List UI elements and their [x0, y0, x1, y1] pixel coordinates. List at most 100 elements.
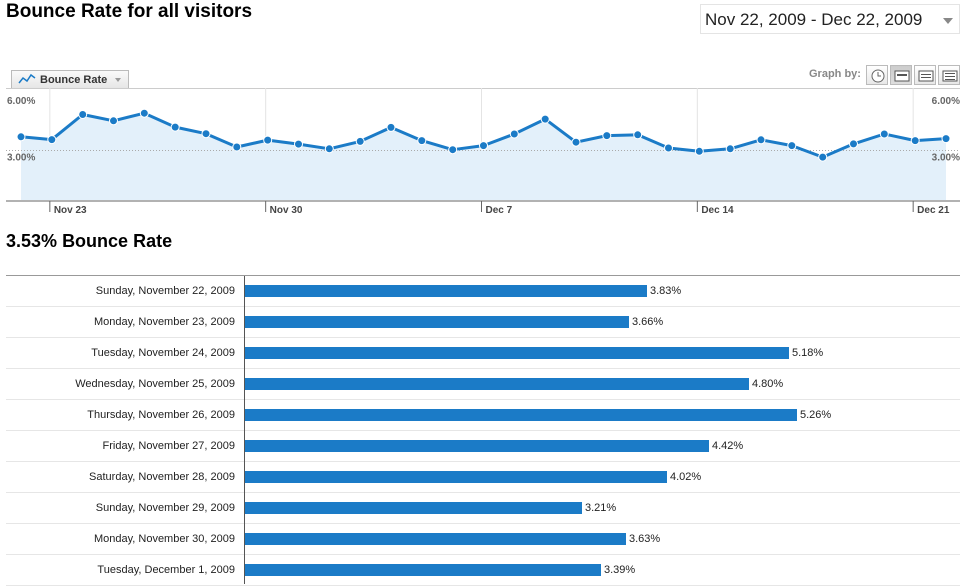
- data-point: [294, 139, 303, 149]
- bar-axis-line: [244, 276, 245, 584]
- data-point: [386, 122, 396, 132]
- table-row: Monday, November 23, 2009 3.66%: [6, 307, 960, 338]
- table-row: Monday, November 30, 2009 3.63%: [6, 524, 960, 555]
- row-date-label: Tuesday, December 1, 2009: [97, 564, 235, 576]
- date-range-text: Nov 22, 2009 - Dec 22, 2009: [705, 10, 923, 29]
- x-tick-label: Dec 7: [486, 205, 513, 216]
- data-point: [201, 129, 211, 139]
- data-point: [324, 144, 334, 154]
- data-point: [448, 145, 458, 155]
- bar-value-label: 3.66%: [632, 316, 664, 328]
- table-row: Tuesday, November 24, 2009 5.18%: [6, 338, 960, 369]
- graph-by-label: Graph by:: [809, 68, 861, 80]
- x-tick-label: Nov 23: [54, 205, 87, 216]
- bounce-rate-bar: [245, 347, 789, 359]
- row-date-label: Sunday, November 22, 2009: [95, 285, 235, 297]
- data-point: [47, 135, 57, 145]
- table-row: Wednesday, November 25, 2009 4.80%: [6, 369, 960, 400]
- line-chart-icon: [18, 73, 36, 84]
- row-date-label: Saturday, November 28, 2009: [89, 471, 235, 483]
- data-point: [910, 136, 920, 146]
- data-point: [941, 134, 951, 144]
- graph-by-hour-button[interactable]: [866, 65, 888, 85]
- data-point: [694, 146, 704, 156]
- bar-value-label: 3.39%: [604, 564, 636, 576]
- y-tick-label-left: 6.00%: [7, 96, 35, 107]
- row-date-label: Thursday, November 26, 2009: [87, 409, 235, 421]
- data-point: [109, 116, 118, 126]
- data-point: [540, 114, 550, 124]
- bounce-rate-bar: [245, 285, 647, 297]
- y-tick-label-left: 3.00%: [7, 153, 35, 164]
- bounce-rate-bar: [245, 409, 797, 421]
- data-point: [787, 141, 797, 151]
- bar-value-label: 5.26%: [800, 409, 832, 421]
- day-view-icon: [894, 70, 910, 82]
- week-view-icon: [918, 70, 934, 82]
- data-point: [170, 122, 180, 132]
- bounce-rate-chart: 6.00% 6.00% 3.00% 3.00% Nov 23 Nov 30 Dec 7 Dec…: [6, 88, 960, 216]
- bar-value-label: 3.21%: [585, 502, 617, 514]
- month-view-icon: [942, 70, 958, 82]
- date-range-selector[interactable]: Nov 22, 2009 - Dec 22, 2009: [700, 4, 960, 34]
- x-tick-label: Nov 30: [270, 205, 303, 216]
- chevron-down-icon[interactable]: [943, 18, 953, 24]
- data-point: [849, 139, 858, 149]
- graph-by-day-button[interactable]: [890, 65, 912, 85]
- table-row: Sunday, November 29, 2009 3.21%: [6, 493, 960, 524]
- data-point: [263, 135, 273, 145]
- data-point: [417, 136, 427, 146]
- y-tick-label-right: 3.00%: [932, 153, 960, 164]
- series-area: [21, 113, 946, 200]
- bar-value-label: 3.83%: [650, 285, 682, 297]
- table-row: Tuesday, December 1, 2009 3.39%: [6, 555, 960, 586]
- data-point: [756, 135, 766, 145]
- data-point: [139, 108, 149, 118]
- bar-value-label: 4.80%: [752, 378, 784, 390]
- graph-by-month-button[interactable]: [938, 65, 960, 85]
- row-date-label: Friday, November 27, 2009: [102, 440, 235, 452]
- metric-selector-tab[interactable]: Bounce Rate: [11, 70, 129, 88]
- data-point: [509, 129, 519, 139]
- bounce-rate-bar: [245, 502, 582, 514]
- dropdown-arrow-icon[interactable]: [115, 78, 121, 82]
- bar-value-label: 3.63%: [629, 533, 661, 545]
- data-point: [78, 110, 88, 119]
- row-date-label: Tuesday, November 24, 2009: [91, 347, 235, 359]
- daily-bounce-table: Sunday, November 22, 2009 3.83% Monday, No…: [6, 275, 960, 586]
- y-tick-label-right: 6.00%: [932, 96, 960, 107]
- data-point: [479, 141, 488, 151]
- table-row: Thursday, November 26, 2009 5.26%: [6, 400, 960, 431]
- row-date-label: Sunday, November 29, 2009: [95, 502, 235, 514]
- bounce-rate-bar: [245, 533, 626, 545]
- data-point: [879, 129, 889, 139]
- bounce-rate-bar: [245, 440, 709, 452]
- data-point: [725, 144, 735, 154]
- bounce-rate-bar: [245, 316, 629, 328]
- summary-heading: 3.53% Bounce Rate: [6, 231, 172, 252]
- data-point: [664, 143, 673, 153]
- data-point: [232, 142, 242, 152]
- bar-value-label: 4.02%: [670, 471, 702, 483]
- data-point: [355, 136, 365, 146]
- table-row: Friday, November 27, 2009 4.42%: [6, 431, 960, 462]
- bounce-rate-bar: [245, 378, 749, 390]
- bar-value-label: 5.18%: [792, 347, 824, 359]
- summary-value: 3.53%: [6, 231, 58, 251]
- data-point: [818, 152, 828, 162]
- metric-tab-label: Bounce Rate: [40, 74, 108, 86]
- row-date-label: Wednesday, November 25, 2009: [75, 378, 235, 390]
- graph-by-week-button[interactable]: [914, 65, 936, 85]
- bar-value-label: 4.42%: [712, 440, 744, 452]
- table-row: Saturday, November 28, 2009 4.02%: [6, 462, 960, 493]
- data-point: [602, 131, 612, 141]
- row-date-label: Monday, November 23, 2009: [93, 316, 235, 328]
- x-tick-label: Dec 14: [701, 205, 734, 216]
- bounce-rate-bar: [245, 564, 601, 576]
- data-point: [571, 137, 581, 147]
- x-tick-label: Dec 21: [917, 205, 950, 216]
- page-title: Bounce Rate for all visitors: [6, 1, 253, 22]
- clock-icon: [871, 69, 885, 83]
- bounce-rate-bar: [245, 471, 667, 483]
- data-point: [16, 132, 26, 142]
